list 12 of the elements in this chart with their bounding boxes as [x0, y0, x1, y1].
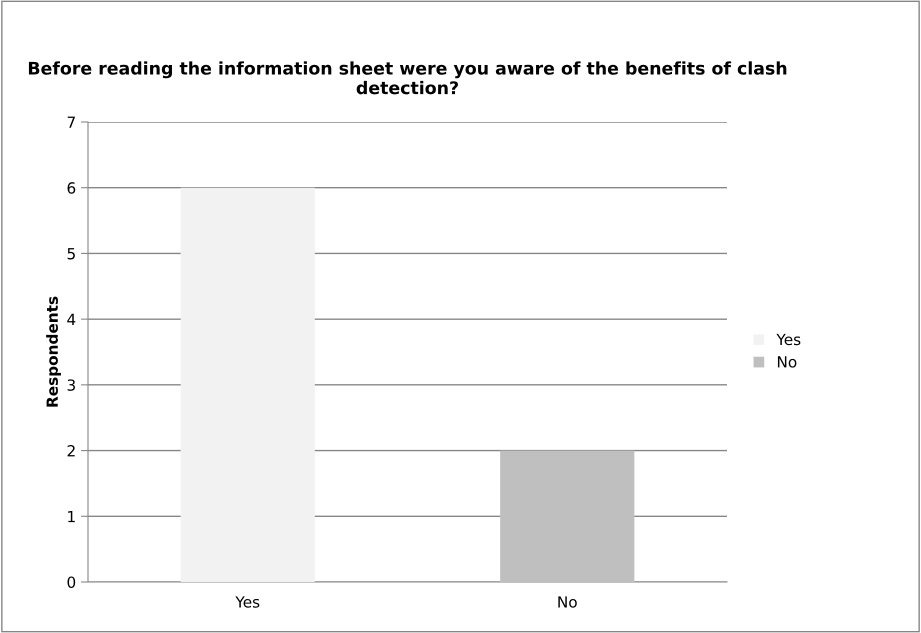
legend-label: Yes — [776, 334, 800, 346]
y-tick-label: 5 — [68, 248, 75, 260]
y-tick-label: 1 — [68, 510, 75, 522]
legend-label: No — [778, 356, 796, 368]
y-tick-label: 3 — [68, 379, 75, 391]
chart-title: Before reading the information sheet were you aware of the benefits of clash detection? — [28, 61, 786, 94]
y-axis-title: Respondents — [46, 296, 61, 407]
y-tick-label: 6 — [68, 182, 76, 194]
y-tick-label: 2 — [68, 445, 75, 456]
y-tick-label: 7 — [68, 116, 75, 128]
y-tick-label: 4 — [67, 314, 76, 325]
y-tick-label: 0 — [67, 576, 76, 588]
